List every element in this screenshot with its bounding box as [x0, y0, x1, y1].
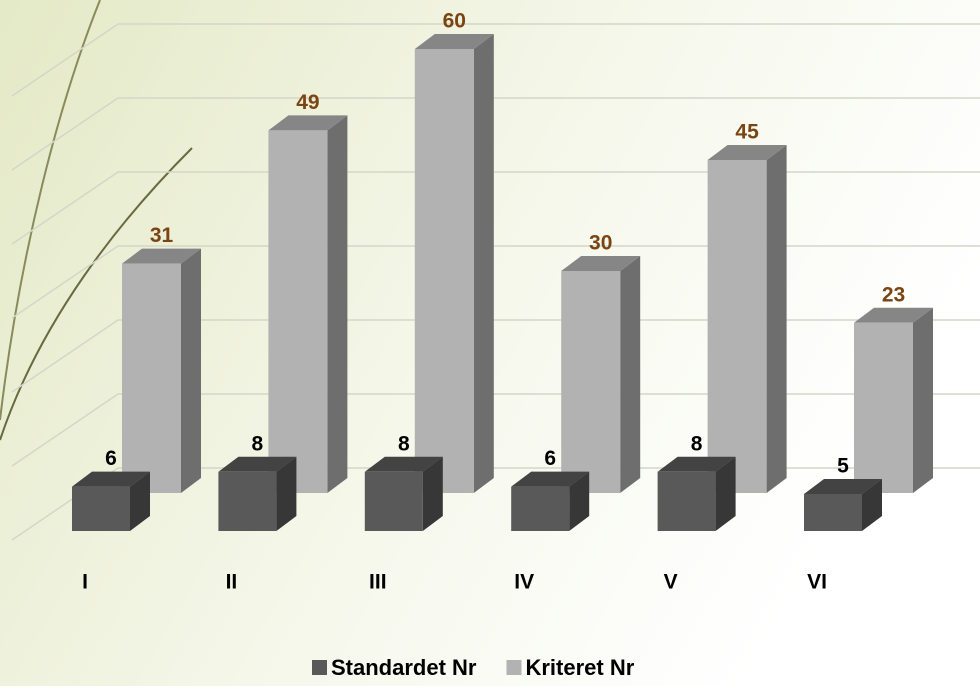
x-tick-label: III — [369, 571, 387, 594]
legend-label: Standardet Nr — [331, 655, 477, 680]
bar — [268, 130, 327, 493]
data-label: 6 — [105, 447, 117, 470]
data-label: 8 — [398, 432, 410, 455]
data-label: 31 — [150, 224, 174, 247]
bar-side — [474, 34, 494, 493]
bar-side — [767, 145, 787, 493]
chart: 314960304523688685 IIIIIIIVVVIStandardet… — [0, 0, 980, 686]
data-label: 30 — [589, 232, 612, 255]
bar — [511, 487, 569, 531]
legend-marker — [312, 660, 327, 675]
data-label: 6 — [544, 447, 556, 470]
data-label: 45 — [735, 121, 759, 144]
bar — [122, 264, 181, 493]
x-tick-label: V — [664, 571, 678, 594]
bar — [415, 49, 474, 493]
bar — [365, 472, 423, 531]
x-tick-label: VI — [807, 571, 827, 594]
bar-side — [913, 308, 933, 493]
data-label: 8 — [691, 432, 703, 455]
data-label: 60 — [443, 10, 466, 33]
legend-marker — [506, 660, 521, 675]
data-label: 8 — [252, 432, 264, 455]
data-label: 23 — [882, 283, 905, 306]
bar — [218, 472, 276, 531]
bar-side — [327, 115, 347, 493]
x-tick-label: I — [82, 571, 88, 594]
data-label: 5 — [837, 455, 849, 478]
page: 314960304523688685 IIIIIIIVVVIStandardet… — [0, 0, 980, 691]
bar — [72, 487, 130, 531]
x-tick-label: IV — [514, 571, 534, 594]
bar — [561, 271, 620, 493]
legend-label: Kriteret Nr — [525, 655, 634, 680]
x-tick-label: II — [226, 571, 238, 594]
bar — [804, 494, 862, 531]
bar — [658, 472, 716, 531]
bar — [854, 323, 913, 493]
bar-side — [181, 249, 201, 493]
bar — [708, 160, 767, 493]
data-label: 49 — [296, 91, 319, 114]
bar-side — [620, 256, 640, 493]
